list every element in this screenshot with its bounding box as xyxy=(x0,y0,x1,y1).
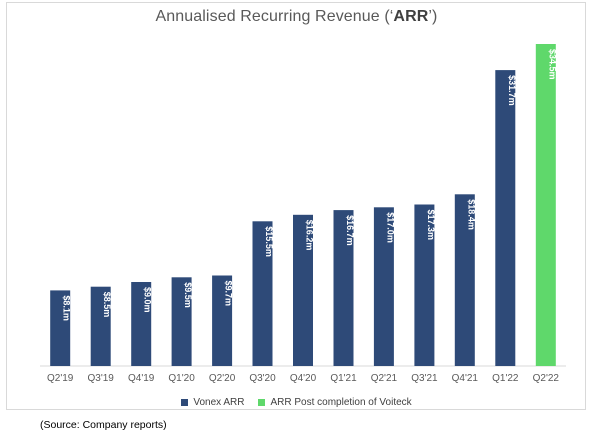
data-label-5: $15.5m xyxy=(264,226,274,257)
x-tick-label-1: Q3'19 xyxy=(88,373,115,384)
x-tick-label-9: Q3'21 xyxy=(411,373,438,384)
data-label-0: $8.1m xyxy=(62,295,72,321)
bar-vonex-5 xyxy=(252,221,273,366)
data-label-8: $17.0m xyxy=(385,212,395,243)
chart-title-suffix: ’) xyxy=(428,8,438,25)
bar-vonex-9 xyxy=(414,204,435,366)
data-label-12: $34.5m xyxy=(547,49,557,80)
data-label-9: $17.3m xyxy=(426,210,436,241)
chart-title-prefix: Annualised Recurring Revenue (‘ xyxy=(155,8,394,25)
data-label-10: $18.4m xyxy=(466,199,476,230)
source-note: (Source: Company reports) xyxy=(40,419,167,431)
legend-swatch-voiteck xyxy=(258,399,266,406)
x-tick-label-11: Q1'22 xyxy=(492,373,519,384)
legend-label-voiteck: ARR Post completion of Voiteck xyxy=(270,397,412,408)
chart-legend: Vonex ARR ARR Post completion of Voiteck xyxy=(0,397,593,408)
x-tick-label-8: Q2'21 xyxy=(371,373,398,384)
data-label-1: $8.5m xyxy=(102,292,112,318)
x-tick-label-7: Q1'21 xyxy=(330,373,357,384)
x-tick-label-2: Q4'19 xyxy=(128,373,155,384)
x-tick-label-6: Q4'20 xyxy=(290,373,317,384)
legend-item-vonex: Vonex ARR xyxy=(181,397,244,408)
bar-chart: $8.1m Q2'19 $8.5m Q3'19 $9.0m Q4'19 $9.5m Q1'20… xyxy=(40,44,566,384)
x-tick-label-4: Q2'20 xyxy=(209,373,236,384)
x-tick-label-10: Q4'21 xyxy=(452,373,479,384)
bar-vonex-1 xyxy=(90,286,111,366)
x-tick-label-5: Q3'20 xyxy=(249,373,276,384)
bar-vonex-2 xyxy=(131,282,152,366)
x-tick-label-3: Q1'20 xyxy=(168,373,195,384)
data-label-4: $9.7m xyxy=(224,281,234,307)
data-label-2: $9.0m xyxy=(143,287,153,313)
bar-vonex-10 xyxy=(454,194,475,366)
bar-vonex-11 xyxy=(495,70,516,366)
bar-vonex-3 xyxy=(171,277,192,366)
bar-vonex-4 xyxy=(212,275,233,366)
legend-swatch-vonex xyxy=(181,399,189,406)
bar-vonex-0 xyxy=(50,290,71,366)
data-label-6: $16.2m xyxy=(305,220,315,251)
bar-vonex-6 xyxy=(293,214,313,366)
legend-label-vonex: Vonex ARR xyxy=(193,397,245,408)
data-label-3: $9.5m xyxy=(183,282,193,308)
x-tick-label-12: Q2'22 xyxy=(533,373,560,384)
bar-voiteck-12 xyxy=(535,44,556,366)
data-label-11: $31.7m xyxy=(507,75,517,106)
bar-vonex-7 xyxy=(333,210,354,366)
legend-item-voiteck: ARR Post completion of Voiteck xyxy=(258,397,412,408)
chart-title: Annualised Recurring Revenue (‘ARR’) xyxy=(0,8,593,26)
chart-title-bold: ARR xyxy=(393,8,429,25)
data-label-7: $16.7m xyxy=(345,215,355,246)
x-tick-label-0: Q2'19 xyxy=(47,373,74,384)
bar-vonex-8 xyxy=(373,207,394,366)
